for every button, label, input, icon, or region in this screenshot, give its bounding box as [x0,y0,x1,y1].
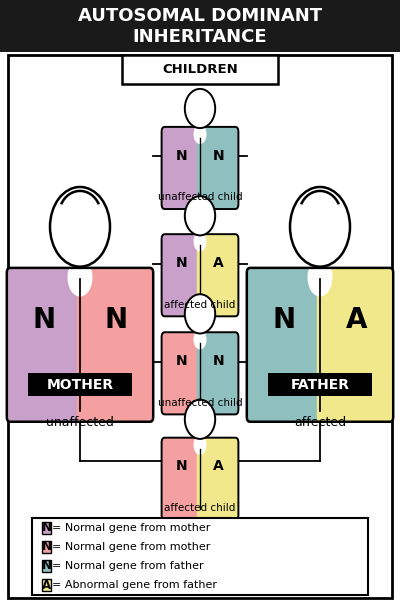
Text: N: N [32,306,55,334]
Text: A: A [42,579,51,592]
Text: N: N [42,540,52,553]
Text: A: A [213,459,224,473]
Text: A: A [213,256,224,270]
Text: = Normal gene from father: = Normal gene from father [52,561,204,571]
Text: unaffected: unaffected [46,416,114,429]
Ellipse shape [194,232,206,251]
Text: AUTOSOMAL DOMINANT
INHERITANCE: AUTOSOMAL DOMINANT INHERITANCE [78,7,322,46]
Text: affected child: affected child [164,300,236,310]
FancyBboxPatch shape [197,332,238,414]
Ellipse shape [290,187,350,267]
FancyBboxPatch shape [197,127,238,209]
Ellipse shape [194,124,206,144]
FancyBboxPatch shape [77,268,153,422]
Text: N: N [105,306,128,334]
FancyBboxPatch shape [162,438,203,520]
Ellipse shape [185,196,215,235]
Bar [0,0,400,52]
Text: affected child: affected child [164,503,236,513]
Ellipse shape [185,400,215,439]
Text: CHILDREN: CHILDREN [162,63,238,76]
Ellipse shape [194,435,206,455]
Text: N: N [176,459,188,473]
FancyBboxPatch shape [162,127,203,209]
Text: = Normal gene from mother: = Normal gene from mother [52,522,211,533]
Bar [8,55,392,598]
Bar [268,373,372,397]
FancyBboxPatch shape [7,268,83,422]
Text: N: N [42,560,52,573]
Bar [28,373,132,397]
FancyBboxPatch shape [317,268,393,422]
Bar [42,579,51,591]
Text: = Normal gene from mother: = Normal gene from mother [52,542,211,552]
Bar [32,518,368,595]
Text: unaffected child: unaffected child [158,398,242,408]
Text: A: A [346,306,367,334]
Bar [42,541,51,553]
Text: unaffected child: unaffected child [158,192,242,202]
Bar [42,522,51,533]
Ellipse shape [308,258,332,297]
FancyBboxPatch shape [162,234,203,316]
Ellipse shape [68,258,92,297]
Text: N: N [272,306,295,334]
Text: N: N [176,148,188,162]
Ellipse shape [185,294,215,333]
Text: N: N [176,256,188,270]
Text: FATHER: FATHER [290,378,350,392]
Text: affected: affected [294,416,346,429]
Text: N: N [176,354,188,368]
FancyBboxPatch shape [197,438,238,520]
Bar [42,560,51,572]
Ellipse shape [194,330,206,349]
FancyBboxPatch shape [247,268,323,422]
Text: N: N [212,148,224,162]
Text: N: N [212,354,224,368]
FancyBboxPatch shape [162,332,203,414]
Text: = Abnormal gene from father: = Abnormal gene from father [52,580,218,590]
Ellipse shape [185,89,215,128]
FancyBboxPatch shape [197,234,238,316]
Text: N: N [42,521,52,534]
Ellipse shape [50,187,110,267]
Text: MOTHER: MOTHER [46,378,114,392]
FancyBboxPatch shape [122,55,278,84]
